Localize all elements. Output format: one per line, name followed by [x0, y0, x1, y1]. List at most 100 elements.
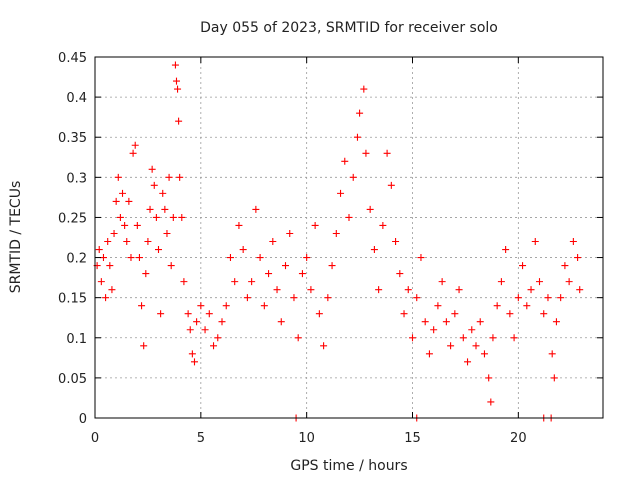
data-point	[557, 294, 565, 302]
data-point	[459, 334, 467, 342]
data-point	[135, 254, 143, 262]
x-tick-label: 5	[197, 431, 205, 446]
data-point	[290, 294, 298, 302]
data-point	[222, 302, 230, 310]
data-point	[527, 286, 535, 294]
data-point	[550, 374, 558, 382]
y-tick-label: 0.15	[58, 292, 87, 307]
data-point	[144, 238, 152, 246]
x-tick-label: 20	[510, 431, 527, 446]
data-point	[536, 278, 543, 286]
data-point	[114, 173, 122, 181]
data-point	[294, 334, 302, 342]
data-point	[273, 286, 281, 294]
y-tick-label: 0.25	[58, 211, 87, 226]
data-point	[201, 326, 209, 334]
data-point	[133, 221, 141, 229]
data-point	[193, 318, 201, 326]
data-point	[99, 254, 107, 262]
data-point	[106, 262, 114, 270]
data-point	[260, 302, 268, 310]
data-point	[176, 173, 184, 181]
data-point	[569, 238, 577, 246]
y-tick-label: 0.45	[58, 51, 87, 66]
data-point	[468, 326, 476, 334]
data-point	[362, 149, 370, 157]
data-point	[210, 342, 218, 350]
data-point	[341, 157, 349, 165]
data-point	[140, 342, 148, 350]
data-point	[180, 278, 188, 286]
data-point	[119, 189, 127, 197]
data-point	[110, 229, 118, 237]
data-point	[451, 310, 459, 318]
data-point	[155, 246, 162, 254]
data-point	[544, 294, 552, 302]
data-point	[277, 318, 285, 326]
data-point	[178, 213, 186, 221]
data-point	[142, 270, 150, 278]
data-point	[116, 213, 124, 221]
data-point	[489, 334, 497, 342]
data-point	[214, 334, 222, 342]
data-point	[421, 318, 429, 326]
data-point	[360, 85, 368, 93]
data-point	[298, 270, 306, 278]
data-point	[510, 334, 518, 342]
data-point	[383, 149, 391, 157]
data-point	[540, 310, 548, 318]
y-tick-label: 0.3	[66, 171, 87, 186]
data-point	[514, 294, 522, 302]
data-point	[197, 302, 205, 310]
data-point	[248, 278, 256, 286]
data-point	[561, 262, 569, 270]
data-point	[104, 238, 112, 246]
chart-title: Day 055 of 2023, SRMTID for receiver sol…	[200, 20, 498, 36]
y-tick-label: 0.2	[66, 252, 87, 267]
data-point	[396, 270, 404, 278]
data-point	[375, 286, 383, 294]
y-tick-label: 0.4	[66, 91, 87, 106]
plot-frame	[94, 56, 604, 419]
data-point	[409, 334, 416, 342]
data-point	[480, 350, 488, 358]
data-point	[356, 109, 364, 117]
y-axis-label: SRMTID / TECUs	[8, 181, 24, 294]
data-point	[315, 310, 323, 318]
data-points	[93, 61, 584, 422]
data-point	[108, 286, 116, 294]
data-point	[328, 262, 336, 270]
data-point	[497, 278, 505, 286]
data-point	[565, 278, 573, 286]
data-point	[345, 213, 353, 221]
data-point	[131, 141, 139, 149]
data-point	[442, 318, 450, 326]
data-point	[392, 238, 400, 246]
x-tick-label: 0	[91, 431, 99, 446]
data-point	[286, 229, 294, 237]
data-point	[387, 181, 395, 189]
data-point	[239, 246, 247, 254]
data-point	[337, 189, 345, 197]
data-point	[186, 326, 194, 334]
data-point	[129, 149, 137, 157]
data-point	[175, 117, 183, 125]
data-point	[282, 262, 289, 270]
y-tick-label: 0.05	[58, 372, 87, 387]
data-point	[148, 165, 156, 173]
data-point	[188, 350, 196, 358]
x-axis-label: GPS time / hours	[290, 458, 407, 474]
data-point	[349, 173, 357, 181]
data-point	[167, 262, 175, 270]
data-point	[413, 294, 421, 302]
data-point	[95, 246, 103, 254]
data-point	[552, 318, 560, 326]
data-point	[265, 270, 273, 278]
grid	[95, 57, 603, 418]
data-point	[138, 302, 146, 310]
data-point	[366, 205, 374, 213]
data-point	[256, 254, 264, 262]
data-point	[430, 326, 438, 334]
data-point	[370, 246, 378, 254]
data-point	[576, 286, 584, 294]
